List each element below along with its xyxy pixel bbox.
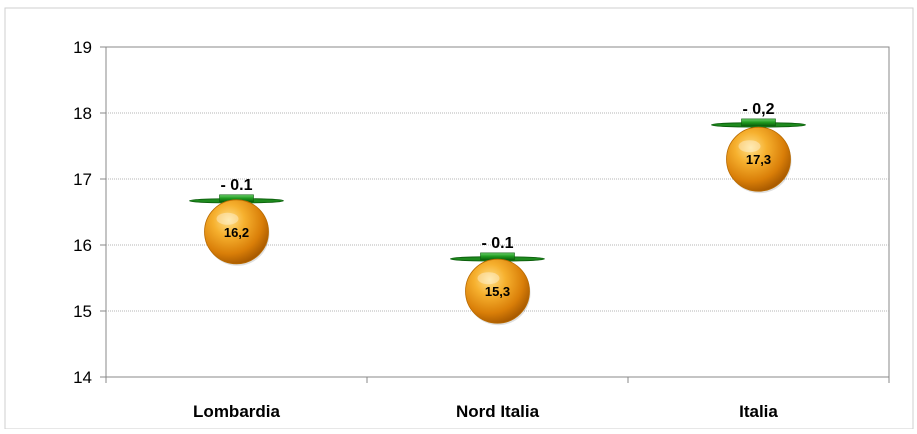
x-tick-label: Lombardia bbox=[193, 402, 280, 421]
delta-label: - 0.1 bbox=[481, 235, 513, 252]
x-axis: Lombardia Nord Italia Italia bbox=[105, 377, 890, 421]
value-point bbox=[204, 199, 270, 266]
y-axis: 14 15 16 17 18 19 bbox=[73, 38, 106, 387]
value-label: 17,3 bbox=[746, 152, 771, 167]
value-point bbox=[726, 126, 792, 194]
value-label: 15,3 bbox=[485, 284, 510, 299]
value-label: 16,2 bbox=[224, 225, 249, 240]
y-tick-label: 18 bbox=[73, 104, 92, 123]
data-marks: - 0.1 16,2 - 0.1 15,3 - 0,2 17,3 bbox=[189, 101, 806, 326]
y-tick-label: 15 bbox=[73, 302, 92, 321]
y-tick-label: 17 bbox=[73, 170, 92, 189]
value-point bbox=[465, 258, 531, 326]
x-tick-label: Italia bbox=[739, 402, 778, 421]
delta-label: - 0,2 bbox=[742, 101, 774, 118]
delta-label: - 0.1 bbox=[220, 177, 252, 194]
y-tick-label: 16 bbox=[73, 236, 92, 255]
y-tick-label: 14 bbox=[73, 368, 92, 387]
x-tick-label: Nord Italia bbox=[456, 402, 540, 421]
outer-frame bbox=[4, 7, 914, 430]
y-tick-label: 19 bbox=[73, 38, 92, 57]
delta-marker bbox=[711, 118, 806, 128]
plot-area bbox=[105, 46, 890, 378]
